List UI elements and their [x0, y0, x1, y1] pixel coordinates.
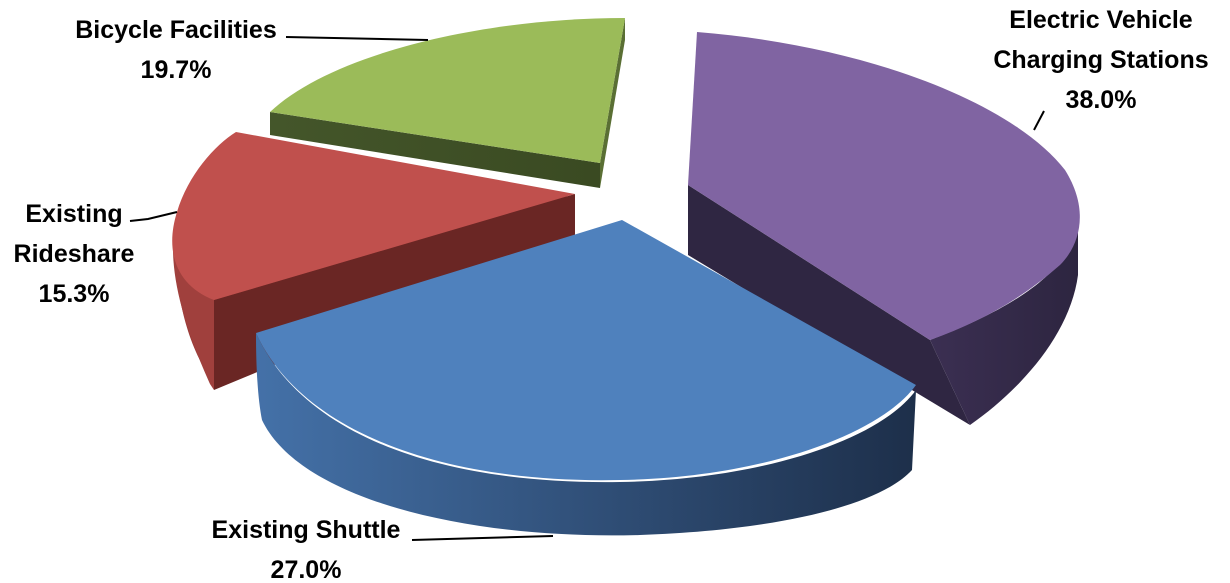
label-ev-pct: 38.0%	[1066, 86, 1137, 114]
data-label-ev: Electric Vehicle Charging Stations 38.0%	[993, 6, 1208, 130]
data-label-rideshare: Existing Rideshare 15.3%	[14, 200, 177, 308]
label-ev-name-1: Electric Vehicle	[1009, 6, 1193, 34]
leader-line-bicycle	[286, 37, 428, 40]
label-rideshare-pct: 15.3%	[39, 280, 110, 308]
label-shuttle-pct: 27.0%	[271, 556, 342, 583]
leader-line-ev	[1034, 111, 1044, 130]
label-rideshare-name-1: Existing	[25, 200, 122, 228]
leader-line-shuttle	[412, 536, 553, 540]
label-bicycle-pct: 19.7%	[141, 56, 212, 84]
label-rideshare-name-2: Rideshare	[14, 240, 135, 268]
label-ev-name-2: Charging Stations	[993, 46, 1208, 74]
label-shuttle-name: Existing Shuttle	[212, 516, 401, 544]
label-bicycle-name: Bicycle Facilities	[75, 16, 277, 44]
leader-line-rideshare	[130, 212, 177, 221]
